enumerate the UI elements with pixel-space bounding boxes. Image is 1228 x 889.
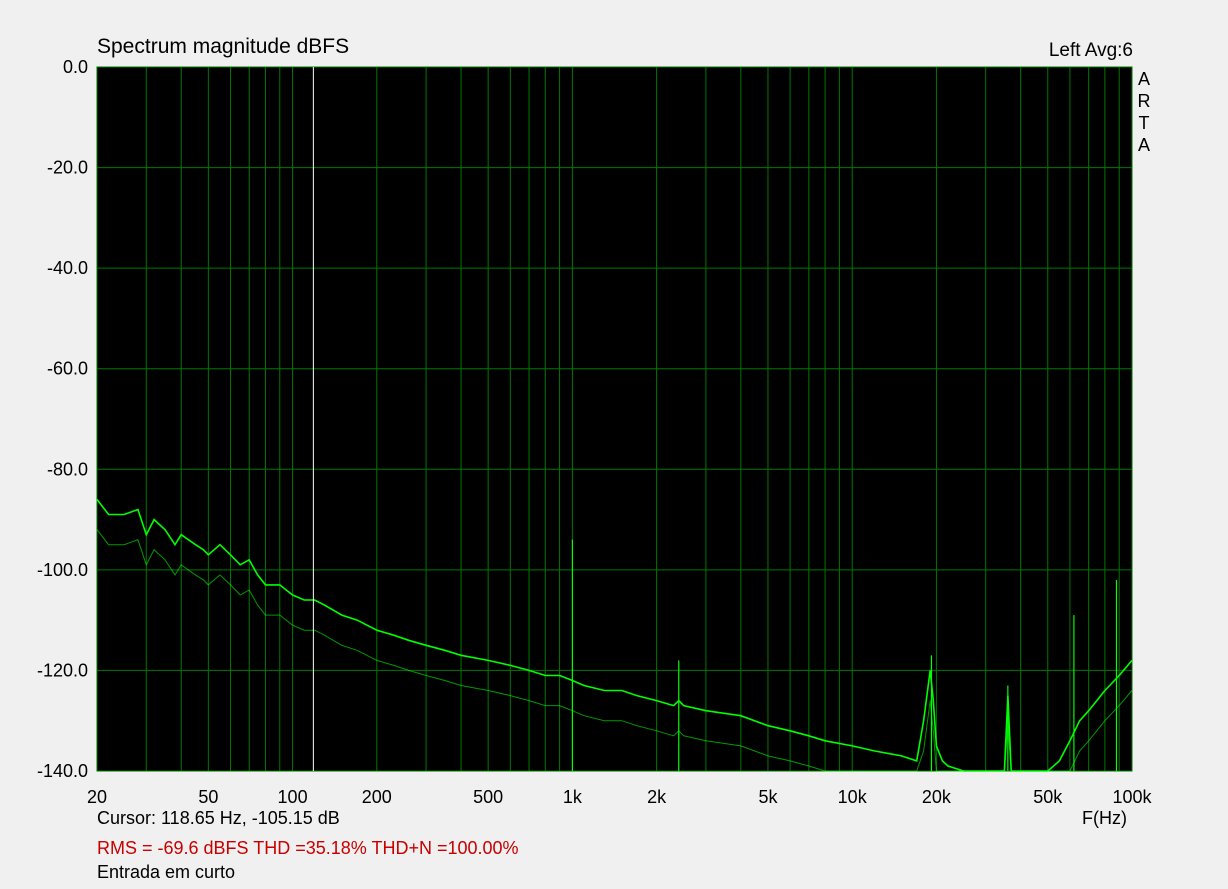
brand-letter: T bbox=[1138, 113, 1150, 133]
spectrum-noise-floor bbox=[96, 529, 1133, 772]
x-axis-ticks: 20 50 100 200 500 1k 2k 5k 10k 20k 50k 100k bbox=[87, 787, 1153, 807]
x-tick-label: 2k bbox=[647, 787, 667, 807]
y-tick-label: -60.0 bbox=[47, 359, 88, 379]
brand-label: A R T A bbox=[1137, 68, 1151, 156]
x-axis-label: F(Hz) bbox=[1082, 808, 1127, 828]
grid bbox=[96, 66, 1133, 772]
plot-area[interactable] bbox=[97, 67, 1132, 771]
x-tick-label: 50 bbox=[198, 787, 218, 807]
x-tick-label: 200 bbox=[362, 787, 392, 807]
channel-avg-label: Left Avg:6 bbox=[1048, 40, 1133, 61]
cursor-readout: Cursor: 118.65 Hz, -105.15 dB bbox=[97, 808, 340, 828]
y-axis-ticks: 0.0 -20.0 -40.0 -60.0 -80.0 -100.0 -120.0 -140.… bbox=[37, 57, 88, 781]
y-tick-label: -100.0 bbox=[37, 560, 88, 580]
spectrum-trace bbox=[96, 499, 1133, 772]
plot-border bbox=[96, 66, 1133, 772]
x-tick-label: 20k bbox=[922, 787, 952, 807]
x-tick-label: 1k bbox=[563, 787, 583, 807]
x-tick-label: 500 bbox=[473, 787, 503, 807]
y-tick-label: -80.0 bbox=[47, 459, 88, 479]
brand-letter: A bbox=[1137, 69, 1150, 89]
chart-title: Spectrum magnitude dBFS bbox=[97, 35, 350, 58]
x-tick-label: 100 bbox=[278, 787, 308, 807]
stats-readout: RMS = -69.6 dBFS THD =35.18% THD+N =100.… bbox=[97, 838, 519, 858]
y-tick-label: -120.0 bbox=[37, 660, 88, 680]
x-tick-label: 5k bbox=[758, 787, 778, 807]
brand-letter: R bbox=[1137, 91, 1151, 111]
x-tick-label: 100k bbox=[1112, 787, 1152, 807]
y-tick-label: -140.0 bbox=[37, 761, 88, 781]
brand-letter: A bbox=[1137, 135, 1150, 155]
note-text: Entrada em curto bbox=[97, 862, 236, 882]
y-tick-label: -40.0 bbox=[47, 258, 88, 278]
y-tick-label: -20.0 bbox=[47, 158, 88, 178]
y-tick-label: 0.0 bbox=[63, 57, 88, 77]
x-tick-label: 20 bbox=[87, 787, 107, 807]
x-tick-label: 10k bbox=[838, 787, 868, 807]
x-tick-label: 50k bbox=[1033, 787, 1063, 807]
